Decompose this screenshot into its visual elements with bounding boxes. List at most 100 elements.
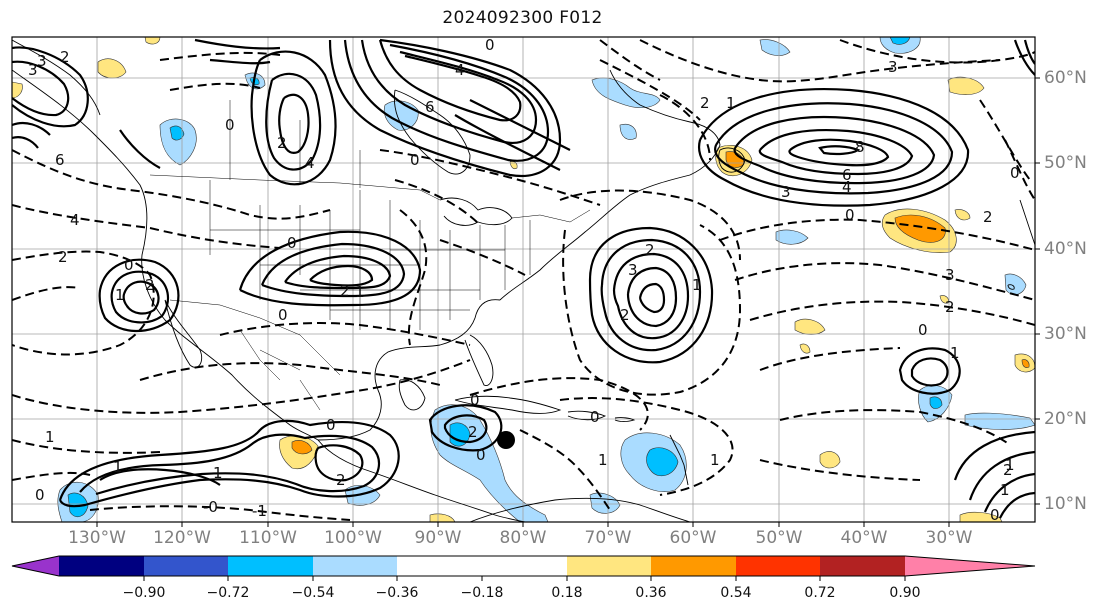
lat-label: 10°N xyxy=(1044,494,1087,514)
contour-label: 1 xyxy=(950,344,960,362)
colorbar-tick-label: −0.36 xyxy=(375,585,419,601)
lesser-antilles xyxy=(669,434,689,486)
contour-line xyxy=(626,266,678,328)
contour-line xyxy=(265,72,322,171)
contour-line xyxy=(714,102,954,195)
contour-label: 0 xyxy=(845,206,855,224)
contour-label: 0 xyxy=(410,151,420,169)
canada-east xyxy=(609,69,721,176)
yellow-patch xyxy=(97,58,127,79)
contour-label: 4 xyxy=(305,154,315,172)
contour-line xyxy=(399,209,428,346)
yellow-patch xyxy=(954,209,971,221)
contour-line xyxy=(250,50,337,186)
contour-label: 3 xyxy=(628,261,638,279)
contour-label: -1 xyxy=(252,502,267,520)
contour-line xyxy=(612,252,690,340)
us-mexico-border xyxy=(169,299,341,376)
contour-line xyxy=(439,239,526,276)
contour-label: 0 xyxy=(326,416,336,434)
contour-line xyxy=(328,38,562,178)
contour-label: 4 xyxy=(842,178,852,196)
contour-line xyxy=(443,414,488,444)
yellow-patch xyxy=(939,295,949,304)
contour-line xyxy=(758,128,914,176)
orange-patch xyxy=(1021,359,1030,368)
contour-line xyxy=(839,39,1035,64)
colorbar-segment-5 xyxy=(397,556,567,576)
contour-line xyxy=(122,280,160,315)
contour-line xyxy=(139,362,441,386)
contour-line xyxy=(360,39,538,144)
lat-label: 30°N xyxy=(1044,324,1087,344)
us-canada-border xyxy=(149,174,591,223)
colorbar-segment-8 xyxy=(736,556,820,576)
blue-patch xyxy=(159,118,197,166)
contour-line xyxy=(309,264,374,287)
west-africa-hint xyxy=(1019,199,1035,246)
contour-line xyxy=(343,39,550,162)
colorbar xyxy=(11,555,1036,581)
contour-label: 0 xyxy=(590,408,600,426)
colorbar-tick-label: 0.36 xyxy=(635,585,667,601)
blue-patch xyxy=(591,77,661,109)
blue-patch xyxy=(775,229,809,245)
contour-line xyxy=(159,51,281,91)
contour-label: 3 xyxy=(37,52,47,70)
contour-label: 2 xyxy=(620,306,630,324)
contour-line xyxy=(1013,39,1035,76)
lon-label: 120°W xyxy=(153,528,211,548)
contour-line xyxy=(12,439,161,454)
contour-label: 3 xyxy=(781,183,791,201)
blue-patch xyxy=(759,39,791,56)
contour-label: 1 xyxy=(692,276,702,294)
contour-label: 2 xyxy=(700,94,710,112)
colorbar-segment-9 xyxy=(820,556,905,576)
contour-line xyxy=(12,286,81,301)
negative-contours xyxy=(12,39,1035,521)
contour-line xyxy=(98,258,180,333)
colorbar-tick-label: −0.72 xyxy=(206,585,250,601)
storm-center-dot xyxy=(497,431,515,449)
contour-line xyxy=(599,59,701,121)
contour-line xyxy=(910,357,949,387)
contour-label: 1 xyxy=(45,428,55,446)
blue-patch xyxy=(619,123,637,140)
contour-label: 0 xyxy=(35,486,45,504)
north-america-west-coast xyxy=(12,69,319,441)
contour-line xyxy=(12,46,89,128)
puerto-rico xyxy=(614,417,636,422)
positive-contours xyxy=(12,38,1035,519)
contour-line xyxy=(12,204,281,249)
florida xyxy=(464,334,494,386)
contour-line xyxy=(898,347,961,395)
contour-label: 6 xyxy=(425,98,435,116)
lon-label: 100°W xyxy=(324,528,382,548)
hudson-bay xyxy=(393,89,471,175)
lat-label: 50°N xyxy=(1044,153,1087,173)
contour-label: 2 xyxy=(945,298,955,316)
contour-line xyxy=(759,459,921,481)
contour-line xyxy=(219,322,471,346)
contour-label: 6 xyxy=(842,166,852,184)
contour-line xyxy=(238,230,422,307)
canary-islands xyxy=(1007,284,1015,290)
lat-lon-grid xyxy=(12,37,1035,522)
orange-patch xyxy=(894,214,946,243)
contour-label: 1 xyxy=(598,451,608,469)
yellow-patch xyxy=(429,513,456,522)
contour-line xyxy=(394,179,481,226)
colorbar-segment-2 xyxy=(144,556,228,576)
contour-label: 2 xyxy=(983,208,993,226)
contour-label: 3 xyxy=(888,58,898,76)
colorbar-tick-label: −0.54 xyxy=(291,585,335,601)
coastlines xyxy=(12,39,1035,522)
contour-line xyxy=(600,238,702,352)
contour-line xyxy=(979,99,1031,181)
contour-line xyxy=(659,94,711,161)
contour-line xyxy=(759,347,901,371)
lon-label: 40°W xyxy=(840,528,888,548)
contour-line xyxy=(588,226,714,364)
lon-label: 90°W xyxy=(414,528,462,548)
